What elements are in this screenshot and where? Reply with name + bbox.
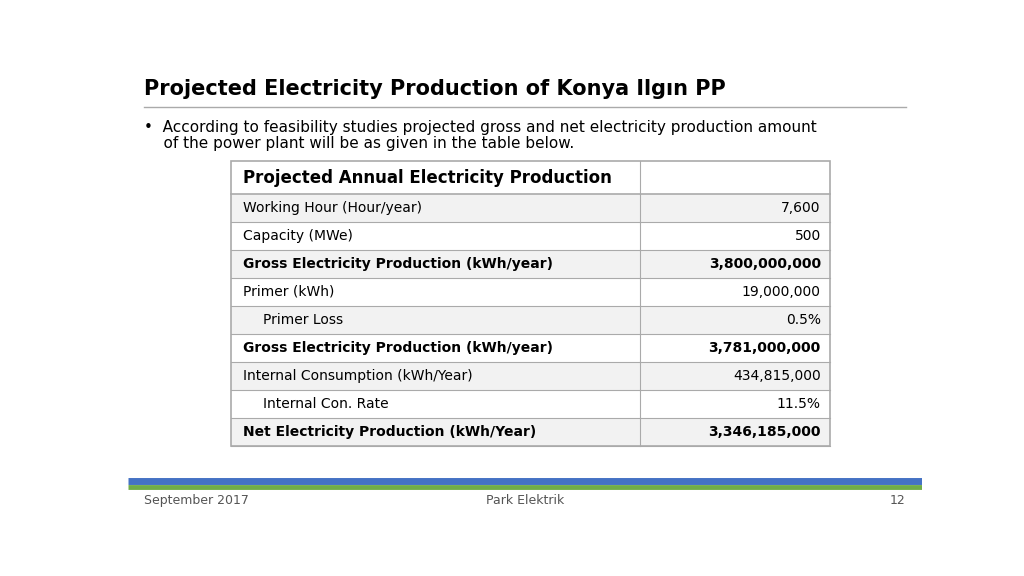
- Text: 434,815,000: 434,815,000: [733, 369, 821, 383]
- Bar: [231, 250, 830, 278]
- Text: 11.5%: 11.5%: [777, 397, 821, 411]
- Bar: [231, 194, 830, 222]
- Text: Park Elektrik: Park Elektrik: [485, 494, 564, 507]
- Text: 3,781,000,000: 3,781,000,000: [709, 341, 821, 355]
- Text: Gross Electricity Production (kWh/year): Gross Electricity Production (kWh/year): [243, 341, 553, 355]
- Bar: [231, 278, 830, 306]
- Bar: [231, 390, 830, 418]
- Bar: [231, 418, 830, 446]
- Bar: [231, 161, 830, 446]
- Text: 3,346,185,000: 3,346,185,000: [709, 425, 821, 439]
- Text: 0.5%: 0.5%: [785, 313, 821, 327]
- Text: 500: 500: [795, 229, 821, 243]
- Text: Internal Consumption (kWh/Year): Internal Consumption (kWh/Year): [243, 369, 473, 383]
- Text: 3,800,000,000: 3,800,000,000: [709, 257, 821, 271]
- Text: Primer Loss: Primer Loss: [263, 313, 343, 327]
- Text: Capacity (MWe): Capacity (MWe): [243, 229, 353, 243]
- Text: Internal Con. Rate: Internal Con. Rate: [263, 397, 388, 411]
- Text: 12: 12: [890, 494, 905, 507]
- Text: September 2017: September 2017: [143, 494, 249, 507]
- Bar: [231, 161, 830, 194]
- Text: Projected Annual Electricity Production: Projected Annual Electricity Production: [243, 169, 612, 187]
- Text: of the power plant will be as given in the table below.: of the power plant will be as given in t…: [143, 136, 574, 151]
- Bar: [231, 362, 830, 390]
- Text: 7,600: 7,600: [781, 201, 821, 215]
- Bar: [231, 334, 830, 362]
- Text: Primer (kWh): Primer (kWh): [243, 285, 335, 299]
- Text: Working Hour (Hour/year): Working Hour (Hour/year): [243, 201, 422, 215]
- Bar: [231, 222, 830, 250]
- Text: Net Electricity Production (kWh/Year): Net Electricity Production (kWh/Year): [243, 425, 537, 439]
- Text: Gross Electricity Production (kWh/year): Gross Electricity Production (kWh/year): [243, 257, 553, 271]
- Text: Projected Electricity Production of Konya Ilgın PP: Projected Electricity Production of Kony…: [143, 79, 726, 99]
- Bar: [231, 306, 830, 334]
- Text: •  According to feasibility studies projected gross and net electricity producti: • According to feasibility studies proje…: [143, 120, 816, 135]
- Text: 19,000,000: 19,000,000: [741, 285, 821, 299]
